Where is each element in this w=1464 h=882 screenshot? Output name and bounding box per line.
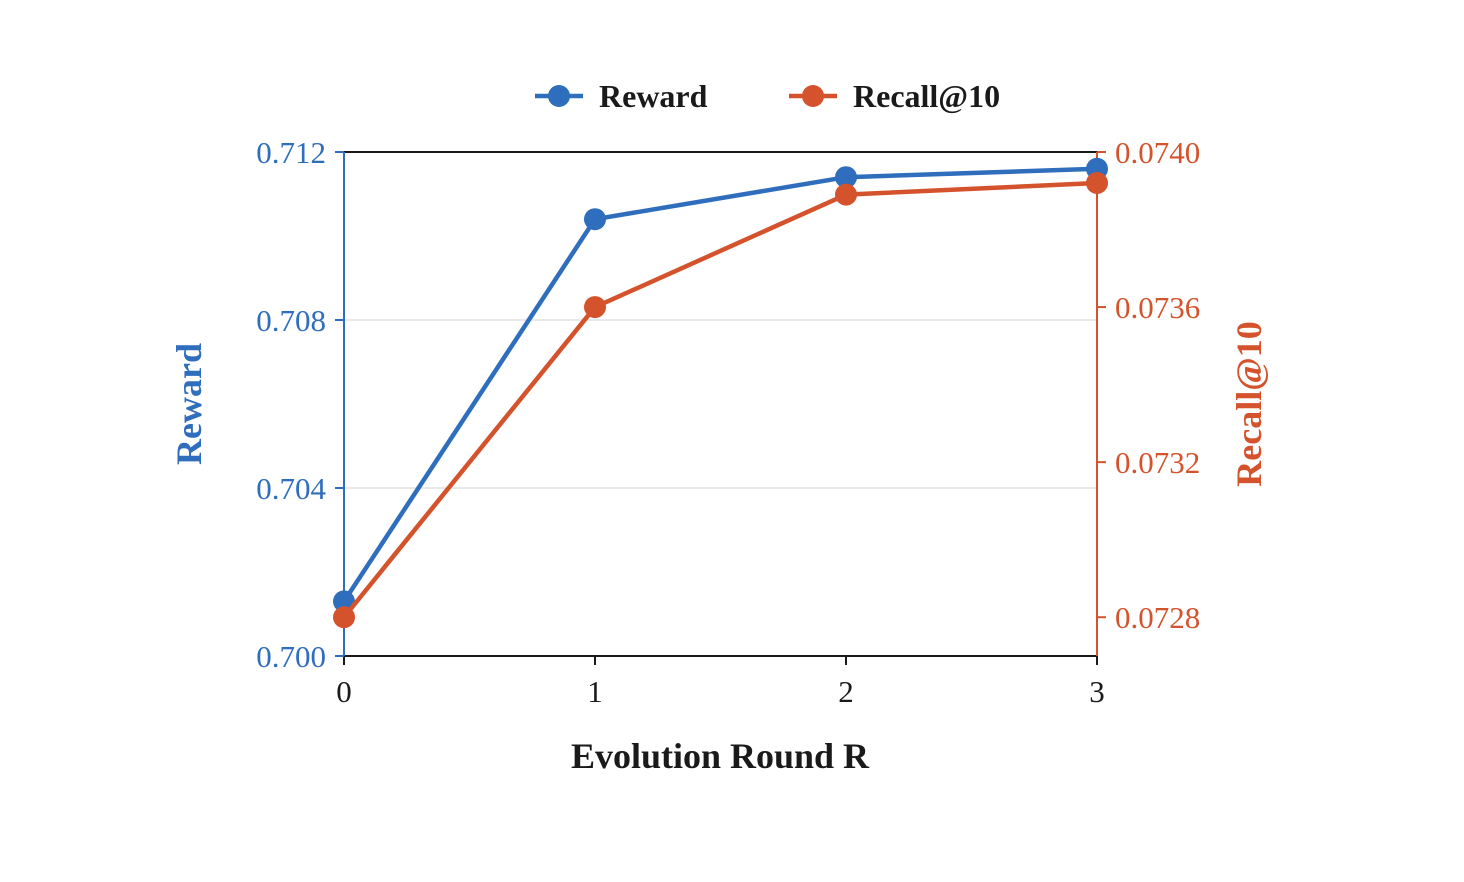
y-left-tick-label: 0.708 — [256, 303, 326, 338]
y-right-tick-label: 0.0740 — [1115, 135, 1200, 170]
x-tick-label: 1 — [587, 674, 603, 709]
legend: Reward Recall@10 — [535, 78, 1000, 114]
reward-series-line — [342, 166, 1098, 603]
recall-10-data-point — [1086, 172, 1108, 195]
y-right-axis-title: Recall@10 — [1229, 321, 1269, 486]
y-left-tick-label: 0.712 — [256, 135, 326, 170]
y-right-tick-label: 0.0732 — [1115, 445, 1200, 480]
x-axis-title: Evolution Round R — [571, 736, 870, 776]
x-tick-label: 3 — [1089, 674, 1105, 709]
grid-layer — [344, 319, 1097, 489]
series-layer — [333, 157, 1108, 629]
y-left-tick-label: 0.700 — [256, 639, 326, 674]
legend-marker-recall-10 — [802, 85, 824, 107]
recall-10-series-line — [342, 180, 1098, 619]
y-left-tick-label: 0.704 — [256, 471, 326, 506]
x-tick-label: 2 — [838, 674, 854, 709]
recall-10-data-point — [333, 606, 355, 629]
y-left-axis-title: Reward — [169, 343, 209, 465]
recall-10-data-point — [584, 296, 606, 319]
legend-label-reward: Reward — [599, 78, 708, 114]
y-right-tick-label: 0.0728 — [1115, 600, 1200, 635]
y-right-tick-label: 0.0736 — [1115, 290, 1200, 325]
x-tick-label: 0 — [336, 674, 352, 709]
reward-data-point — [584, 208, 606, 231]
axes-layer: 0 1 2 3 0.700 0.704 0.708 0.712 0.0728 0.0732 0.07… — [256, 135, 1200, 709]
legend-marker-reward — [548, 85, 570, 107]
reward-data-point — [835, 166, 857, 189]
legend-label-recall-10: Recall@10 — [853, 78, 1000, 114]
recall-10-data-point — [835, 183, 857, 206]
